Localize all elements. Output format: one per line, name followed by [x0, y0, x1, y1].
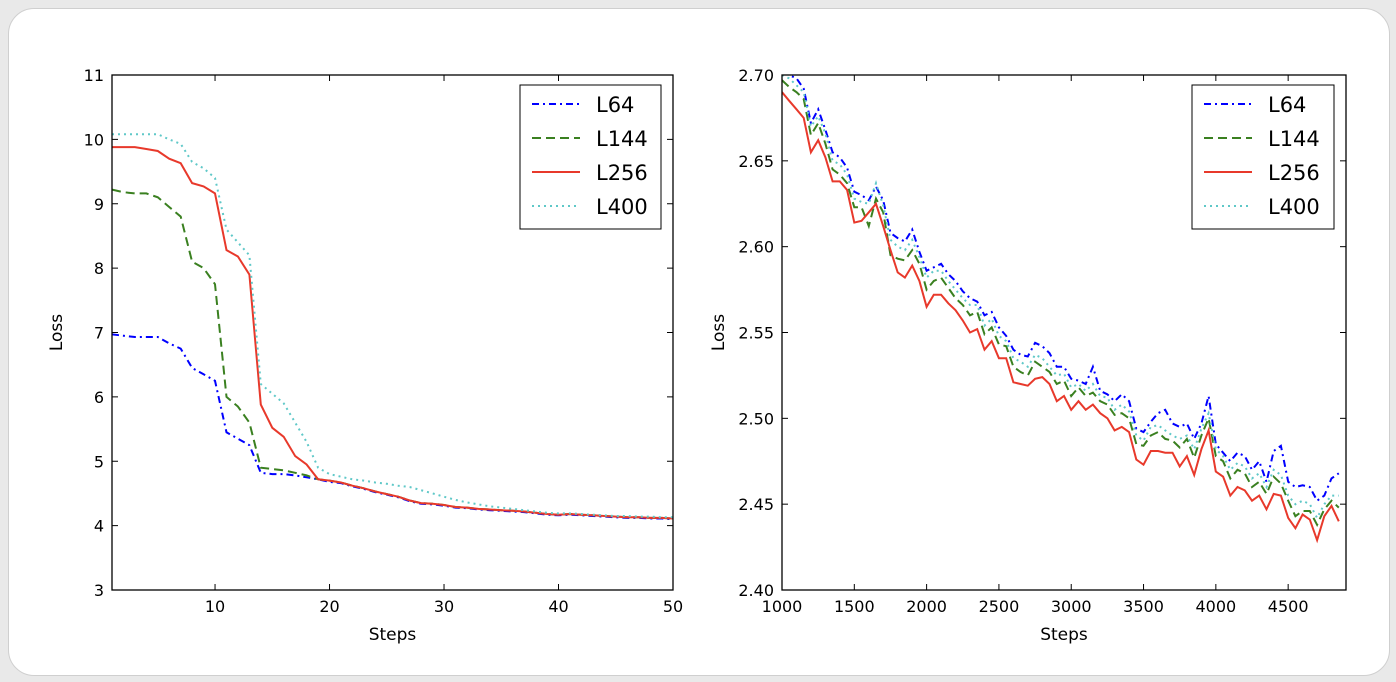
y-tick-label: 10	[84, 130, 104, 149]
legend-label: L64	[596, 93, 634, 117]
chart-panel-1: 10 20 30 40 50 3 4 5 6 7 8 9 10 11 Steps Loss L64 L144 L25…	[47, 66, 683, 645]
legend-label: L256	[596, 161, 648, 185]
series-line-l400	[112, 133, 673, 519]
x-tick-label: 10	[205, 597, 225, 616]
y-tick-label: 11	[84, 66, 104, 85]
legend-label: L144	[596, 127, 648, 151]
series-line-l144	[112, 188, 673, 520]
legend-label: L400	[596, 195, 648, 219]
legend-label: L144	[1268, 127, 1320, 151]
series-line-l400	[782, 75, 1339, 521]
series-line-l64	[786, 75, 1340, 503]
y-tick-label: 8	[94, 259, 104, 278]
legend: L64 L144 L256 L400	[519, 84, 662, 230]
y-tick-label: 2.70	[738, 66, 774, 85]
x-axis-label: Steps	[369, 625, 417, 645]
series-line-l64	[112, 333, 673, 521]
x-tick-label: 40	[548, 597, 568, 616]
y-tick-label: 2.50	[738, 409, 774, 428]
x-tick-label: 4000	[1195, 597, 1236, 616]
x-tick-label: 3500	[1123, 597, 1164, 616]
x-tick-label: 30	[434, 597, 454, 616]
legend: L64 L144 L256 L400	[1191, 84, 1335, 230]
plot-frame	[111, 74, 674, 591]
legend-box	[519, 84, 662, 230]
series-line-l256	[782, 91, 1340, 544]
chart-panel-2: 1000 1500 2000 2500 3000 3500 4000 4500 2.40 2.45…	[709, 66, 1347, 645]
y-tick-label: 9	[94, 195, 104, 214]
plot-frame	[781, 74, 1347, 591]
x-tick-label: 1500	[834, 597, 875, 616]
series-line-l144	[782, 79, 1340, 528]
legend-label: L64	[1268, 93, 1306, 117]
x-tick-label: 20	[319, 597, 339, 616]
x-tick-label: 50	[663, 597, 683, 616]
y-tick-label: 7	[94, 324, 104, 343]
series-line-l256	[112, 146, 673, 520]
series-group	[782, 75, 1340, 544]
y-tick-label: 5	[94, 452, 104, 471]
legend-label: L400	[1268, 195, 1320, 219]
legend-box	[1191, 84, 1335, 230]
y-tick-label: 2.55	[738, 324, 774, 343]
y-tick-label: 2.40	[738, 581, 774, 600]
x-axis-label: Steps	[1040, 625, 1088, 645]
series-group	[112, 133, 673, 521]
y-tick-label: 2.65	[738, 152, 774, 171]
x-tick-label: 4500	[1268, 597, 1309, 616]
y-axis-label: Loss	[47, 314, 67, 351]
y-axis-label: Loss	[709, 314, 729, 351]
y-tick-label: 6	[94, 388, 104, 407]
y-tick-label: 2.45	[738, 495, 774, 514]
figure-card	[8, 8, 1390, 676]
y-tick-label: 4	[94, 517, 104, 536]
x-tick-label: 3000	[1051, 597, 1092, 616]
legend-label: L256	[1268, 161, 1320, 185]
y-tick-label: 3	[94, 581, 104, 600]
x-tick-label: 2500	[979, 597, 1020, 616]
x-tick-label: 2000	[906, 597, 947, 616]
y-tick-label: 2.60	[738, 238, 774, 257]
x-tick-label: 1000	[762, 597, 803, 616]
